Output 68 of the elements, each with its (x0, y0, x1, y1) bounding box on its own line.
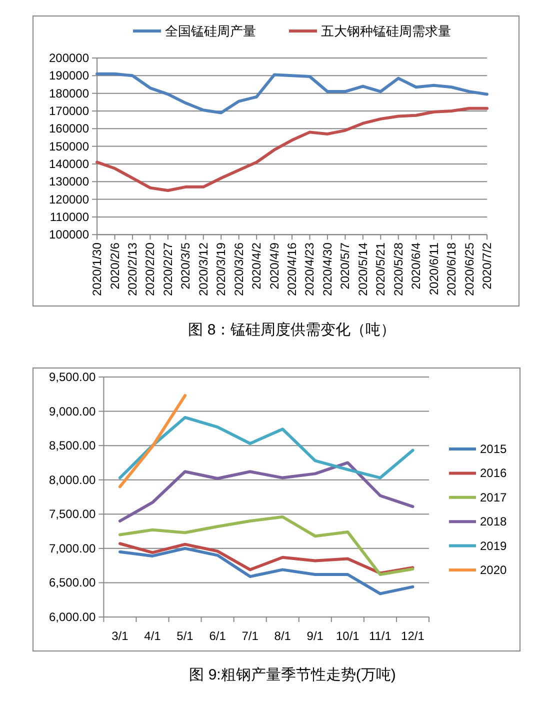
y-tick-label: 190000 (48, 68, 90, 83)
x-tick-label: 2020/2/13 (125, 242, 140, 296)
text: 图 8：锰硅周度供需变化（吨） (188, 322, 396, 338)
y-tick-label: 8,000.00 (48, 472, 96, 487)
x-tick-label: 10/1 (336, 629, 360, 643)
y-tick-label: 180000 (48, 86, 90, 100)
x-tick-label: 2020/3/26 (232, 242, 246, 296)
x-tick-label: 2020/6/25 (462, 242, 476, 296)
text: 图 9:粗钢产量季节性走势(万吨) (189, 666, 396, 684)
y-tick-label: 6,000.00 (48, 610, 96, 624)
x-tick-label: 2020/1/30 (90, 242, 104, 296)
x-tick-label: 8/1 (274, 629, 292, 643)
x-tick-label: 2020/4/2 (250, 242, 264, 290)
y-tick-label: 9,000.00 (48, 404, 96, 418)
line-series (118, 461, 414, 522)
legend-label: 2015 (480, 442, 508, 456)
x-tick-label: 2020/2/27 (160, 242, 175, 296)
x-tick-label: 7/1 (242, 629, 259, 643)
x-tick-label: 2020/4/23 (302, 242, 317, 296)
line-series (118, 416, 414, 480)
x-tick-label: 9/1 (306, 629, 324, 643)
y-tick-label: 170000 (48, 104, 90, 118)
legend-label: 2019 (480, 538, 508, 553)
x-tick-label: 12/1 (401, 629, 425, 643)
y-tick-label: 9,500.00 (48, 370, 96, 384)
legend-label: 2018 (480, 514, 508, 529)
y-tick-label: 200000 (48, 51, 90, 65)
x-tick-label: 2020/2/20 (143, 242, 158, 296)
x-tick-label: 2020/3/5 (178, 242, 193, 290)
x-tick-label: 2020/5/21 (374, 242, 388, 296)
x-tick-label: 2020/2/6 (108, 242, 122, 290)
x-tick-label: 2020/4/16 (285, 242, 300, 296)
line-series (96, 106, 488, 192)
y-tick-label: 7,500.00 (48, 507, 96, 522)
x-tick-label: 11/1 (368, 629, 392, 643)
x-tick-label: 5/1 (176, 629, 194, 643)
x-tick-label: 2020/5/7 (338, 242, 352, 290)
x-tick-label: 2020/4/9 (267, 242, 282, 290)
y-tick-label: 140000 (48, 156, 90, 171)
y-tick-label: 100000 (48, 228, 90, 242)
legend-label: 全国锰硅周产量 (165, 24, 256, 38)
x-tick-label: 2020/7/2 (480, 242, 494, 290)
y-tick-label: 110000 (50, 210, 90, 224)
y-tick-label: 7,000.00 (48, 541, 96, 556)
x-tick-label: 2020/5/28 (391, 242, 406, 296)
legend-label: 2017 (480, 490, 508, 504)
line-series (118, 515, 414, 576)
y-tick-label: 150000 (48, 139, 90, 154)
y-tick-label: 120000 (48, 192, 90, 206)
y-tick-label: 160000 (48, 122, 90, 136)
legend-label: 2020 (480, 563, 508, 577)
x-tick-label: 2020/6/4 (409, 242, 424, 290)
y-tick-label: 8,500.00 (48, 438, 96, 453)
y-tick-label: 6,500.00 (48, 576, 96, 590)
x-tick-label: 2020/3/19 (214, 242, 228, 296)
x-tick-label: 3/1 (112, 629, 129, 643)
x-tick-label: 6/1 (209, 629, 226, 643)
x-tick-label: 2020/6/11 (426, 242, 441, 296)
x-tick-label: 2020/5/14 (356, 242, 370, 296)
line-series (118, 546, 414, 596)
x-tick-label: 2020/6/18 (444, 242, 459, 296)
legend-label: 2016 (480, 466, 508, 480)
legend-label: 五大钢种锰硅周需求量 (321, 24, 452, 38)
y-tick-label: 130000 (48, 174, 90, 189)
line-series (96, 72, 488, 114)
x-tick-label: 2020/4/30 (320, 242, 334, 296)
x-tick-label: 4/1 (144, 629, 162, 643)
x-tick-label: 2020/3/12 (196, 242, 210, 296)
